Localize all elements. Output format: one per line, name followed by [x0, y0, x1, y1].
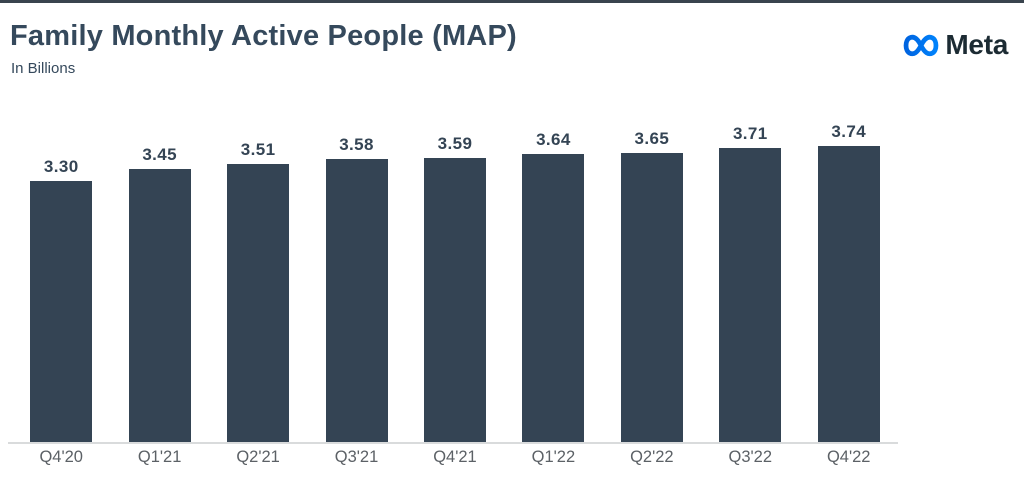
x-axis-tick-label: Q4'22 — [826, 448, 871, 466]
bar-column: 3.71 — [701, 100, 799, 443]
meta-wordmark: Meta — [945, 29, 1008, 60]
bar-value-label: 3.58 — [339, 135, 374, 154]
bar-column: 3.58 — [307, 100, 405, 443]
bar-column: 3.51 — [209, 100, 307, 443]
meta-infinity-icon — [904, 34, 939, 56]
bar — [227, 164, 290, 443]
bar-value-label: 3.74 — [831, 122, 867, 141]
chart-header: Family Monthly Active People (MAP) In Bi… — [10, 20, 517, 77]
bar — [620, 153, 683, 443]
bar — [128, 169, 191, 443]
x-axis-tick-label: Q1'22 — [531, 448, 576, 466]
bar-column: 3.74 — [800, 100, 898, 443]
x-axis-tick-label: Q4'21 — [433, 448, 477, 466]
bar — [817, 146, 880, 443]
page-title: Family Monthly Active People (MAP) — [10, 20, 517, 52]
bar-value-label: 3.45 — [142, 145, 177, 164]
bar-column: 3.65 — [603, 100, 701, 443]
bar-value-label: 3.30 — [43, 157, 79, 176]
x-axis-labels: Q4'20 Q1'21 Q2'21 Q3'21 Q4'21 Q1'22 Q2'22 Q3'22… — [12, 448, 898, 467]
bar — [423, 158, 486, 443]
bar-value-label: 3.51 — [240, 140, 276, 159]
plot-area: 3.30 3.45 3.51 3.58 3.59 3.64 3.65 3.71 3.74 — [12, 100, 898, 443]
bar-value-label: 3.65 — [634, 129, 670, 148]
x-axis-tick-label: Q3'21 — [334, 448, 379, 466]
bar — [325, 159, 388, 443]
bar-column: 3.30 — [12, 100, 110, 443]
chart-subtitle: In Billions — [11, 60, 76, 77]
bar-chart: 3.30 3.45 3.51 3.58 3.59 3.64 3.65 3.71 3.74 Q4'… — [8, 100, 898, 467]
x-axis-tick-label: Q2'22 — [630, 448, 674, 466]
bar — [30, 181, 93, 443]
bar-column: 3.64 — [504, 100, 602, 443]
bar-value-label: 3.71 — [732, 124, 768, 143]
x-axis-line — [8, 442, 898, 444]
top-accent-bar — [0, 0, 1024, 3]
bar — [522, 154, 585, 443]
x-axis-tick-label: Q3'22 — [728, 448, 773, 466]
bar-value-label: 3.64 — [536, 130, 571, 149]
bar-value-label: 3.59 — [437, 134, 473, 153]
bar-column: 3.59 — [406, 100, 504, 443]
bar-column: 3.45 — [110, 100, 208, 443]
x-axis-tick-label: Q2'21 — [236, 448, 280, 466]
x-axis-tick-label: Q1'21 — [137, 448, 182, 466]
x-axis-tick-label: Q4'20 — [39, 448, 83, 466]
bar — [719, 148, 782, 443]
meta-logo: Meta — [902, 29, 1008, 61]
